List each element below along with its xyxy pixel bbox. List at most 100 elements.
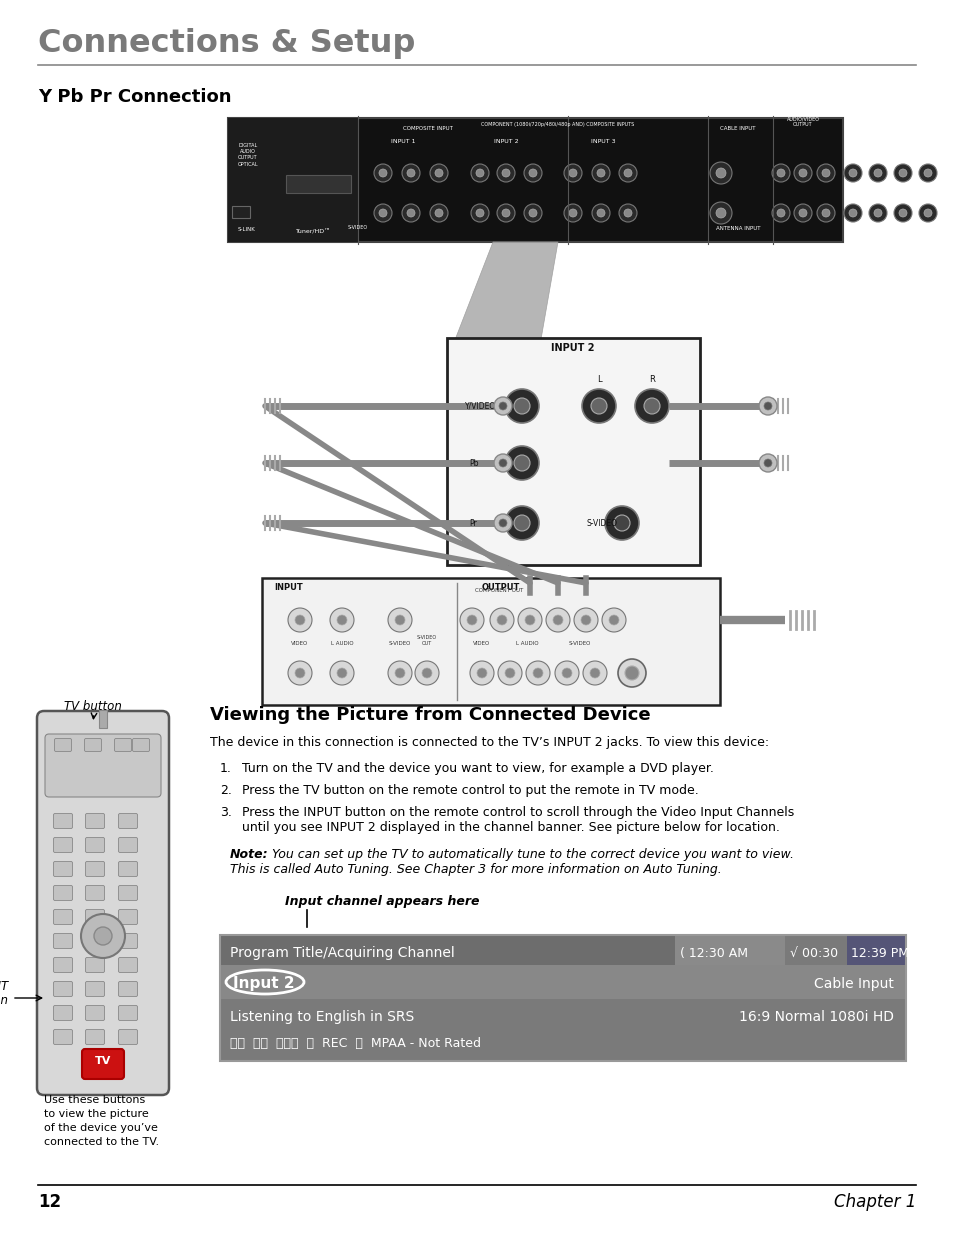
- Text: You can set up the TV to automatically tune to the correct device you want to vi: You can set up the TV to automatically t…: [268, 848, 793, 861]
- Bar: [220, 935, 905, 1061]
- FancyBboxPatch shape: [86, 1030, 105, 1045]
- Circle shape: [581, 389, 616, 424]
- Circle shape: [378, 169, 387, 177]
- Text: Press the INPUT button on the remote control to scroll through the Video Input C: Press the INPUT button on the remote con…: [242, 806, 794, 819]
- Circle shape: [604, 506, 639, 540]
- Text: ⓒⓒ  ⓦⓦ  ⓓⓓⓓ  Ⓜ  REC  Ⓟ  MPAA - Not Rated: ⓒⓒ ⓦⓦ ⓓⓓⓓ Ⓜ REC Ⓟ MPAA - Not Rated: [230, 1037, 480, 1050]
- Text: INPUT 3: INPUT 3: [590, 140, 615, 144]
- Text: VIDEO: VIDEO: [473, 641, 490, 646]
- Circle shape: [597, 169, 604, 177]
- Text: Tuner/HD™: Tuner/HD™: [295, 228, 331, 233]
- Circle shape: [821, 169, 829, 177]
- Text: S-VIDEO: S-VIDEO: [586, 519, 618, 527]
- Text: Input channel appears here: Input channel appears here: [285, 895, 479, 908]
- Circle shape: [374, 204, 392, 222]
- Circle shape: [589, 668, 599, 678]
- FancyBboxPatch shape: [86, 934, 105, 948]
- Circle shape: [561, 668, 572, 678]
- Text: ANTENNA INPUT: ANTENNA INPUT: [715, 226, 760, 231]
- Circle shape: [776, 209, 784, 217]
- Circle shape: [843, 204, 862, 222]
- Circle shape: [330, 661, 354, 685]
- Circle shape: [618, 659, 645, 687]
- Text: Connections & Setup: Connections & Setup: [38, 28, 415, 59]
- FancyBboxPatch shape: [53, 982, 72, 997]
- FancyBboxPatch shape: [37, 711, 169, 1095]
- FancyBboxPatch shape: [86, 885, 105, 900]
- FancyBboxPatch shape: [53, 814, 72, 829]
- Circle shape: [643, 398, 659, 414]
- Circle shape: [592, 204, 609, 222]
- Circle shape: [388, 661, 412, 685]
- Text: 2.: 2.: [220, 784, 232, 797]
- Circle shape: [401, 204, 419, 222]
- Bar: [220, 999, 905, 1061]
- Bar: [447, 338, 700, 564]
- Text: The device in this connection is connected to the TV’s INPUT 2 jacks. To view th: The device in this connection is connect…: [210, 736, 768, 748]
- FancyBboxPatch shape: [118, 814, 137, 829]
- Circle shape: [771, 164, 789, 182]
- FancyBboxPatch shape: [86, 909, 105, 925]
- Text: Cable Input: Cable Input: [813, 977, 893, 990]
- Text: to view the picture: to view the picture: [44, 1109, 149, 1119]
- Circle shape: [288, 608, 312, 632]
- Text: Chapter 1: Chapter 1: [833, 1193, 915, 1212]
- Circle shape: [816, 164, 834, 182]
- Circle shape: [873, 209, 882, 217]
- Circle shape: [635, 389, 668, 424]
- Circle shape: [517, 608, 541, 632]
- FancyBboxPatch shape: [54, 739, 71, 752]
- Circle shape: [378, 209, 387, 217]
- Circle shape: [923, 169, 931, 177]
- FancyBboxPatch shape: [86, 1005, 105, 1020]
- FancyBboxPatch shape: [53, 1030, 72, 1045]
- Text: Pr: Pr: [469, 519, 476, 527]
- Text: Program Title/Acquiring Channel: Program Title/Acquiring Channel: [230, 946, 455, 960]
- Text: S-LINK: S-LINK: [237, 227, 255, 232]
- Circle shape: [563, 164, 581, 182]
- FancyBboxPatch shape: [118, 957, 137, 972]
- Text: 16:9 Normal 1080i HD: 16:9 Normal 1080i HD: [739, 1010, 893, 1024]
- Text: TV: TV: [94, 1056, 112, 1066]
- Text: 3.: 3.: [220, 806, 232, 819]
- FancyBboxPatch shape: [118, 885, 137, 900]
- FancyBboxPatch shape: [53, 909, 72, 925]
- Circle shape: [523, 204, 541, 222]
- Circle shape: [553, 615, 562, 625]
- Circle shape: [592, 164, 609, 182]
- Circle shape: [471, 164, 489, 182]
- Circle shape: [336, 615, 347, 625]
- Text: VIDEO: VIDEO: [291, 641, 309, 646]
- Circle shape: [848, 209, 856, 217]
- FancyBboxPatch shape: [118, 909, 137, 925]
- Text: ( 12:30 AM: ( 12:30 AM: [679, 947, 747, 960]
- Text: √ 00:30: √ 00:30: [789, 947, 838, 960]
- FancyBboxPatch shape: [82, 1049, 124, 1079]
- Circle shape: [799, 169, 806, 177]
- Circle shape: [623, 209, 631, 217]
- Circle shape: [494, 396, 512, 415]
- Circle shape: [435, 209, 442, 217]
- Bar: [220, 935, 905, 965]
- Circle shape: [898, 169, 906, 177]
- Text: S-VIDEO
OUT: S-VIDEO OUT: [416, 635, 436, 646]
- Circle shape: [893, 164, 911, 182]
- Circle shape: [497, 204, 515, 222]
- Circle shape: [498, 519, 506, 527]
- Text: Listening to English in SRS: Listening to English in SRS: [230, 1010, 414, 1024]
- Text: of the device you’ve: of the device you’ve: [44, 1123, 157, 1132]
- FancyBboxPatch shape: [118, 837, 137, 852]
- Circle shape: [504, 446, 538, 480]
- Circle shape: [614, 515, 629, 531]
- Bar: [675, 935, 784, 965]
- Circle shape: [94, 927, 112, 945]
- Text: L: L: [596, 375, 600, 384]
- FancyBboxPatch shape: [118, 982, 137, 997]
- Circle shape: [470, 661, 494, 685]
- Circle shape: [590, 398, 606, 414]
- Circle shape: [608, 615, 618, 625]
- Circle shape: [624, 666, 639, 680]
- Circle shape: [525, 661, 550, 685]
- Text: Press the TV button on the remote control to put the remote in TV mode.: Press the TV button on the remote contro…: [242, 784, 698, 797]
- Circle shape: [868, 204, 886, 222]
